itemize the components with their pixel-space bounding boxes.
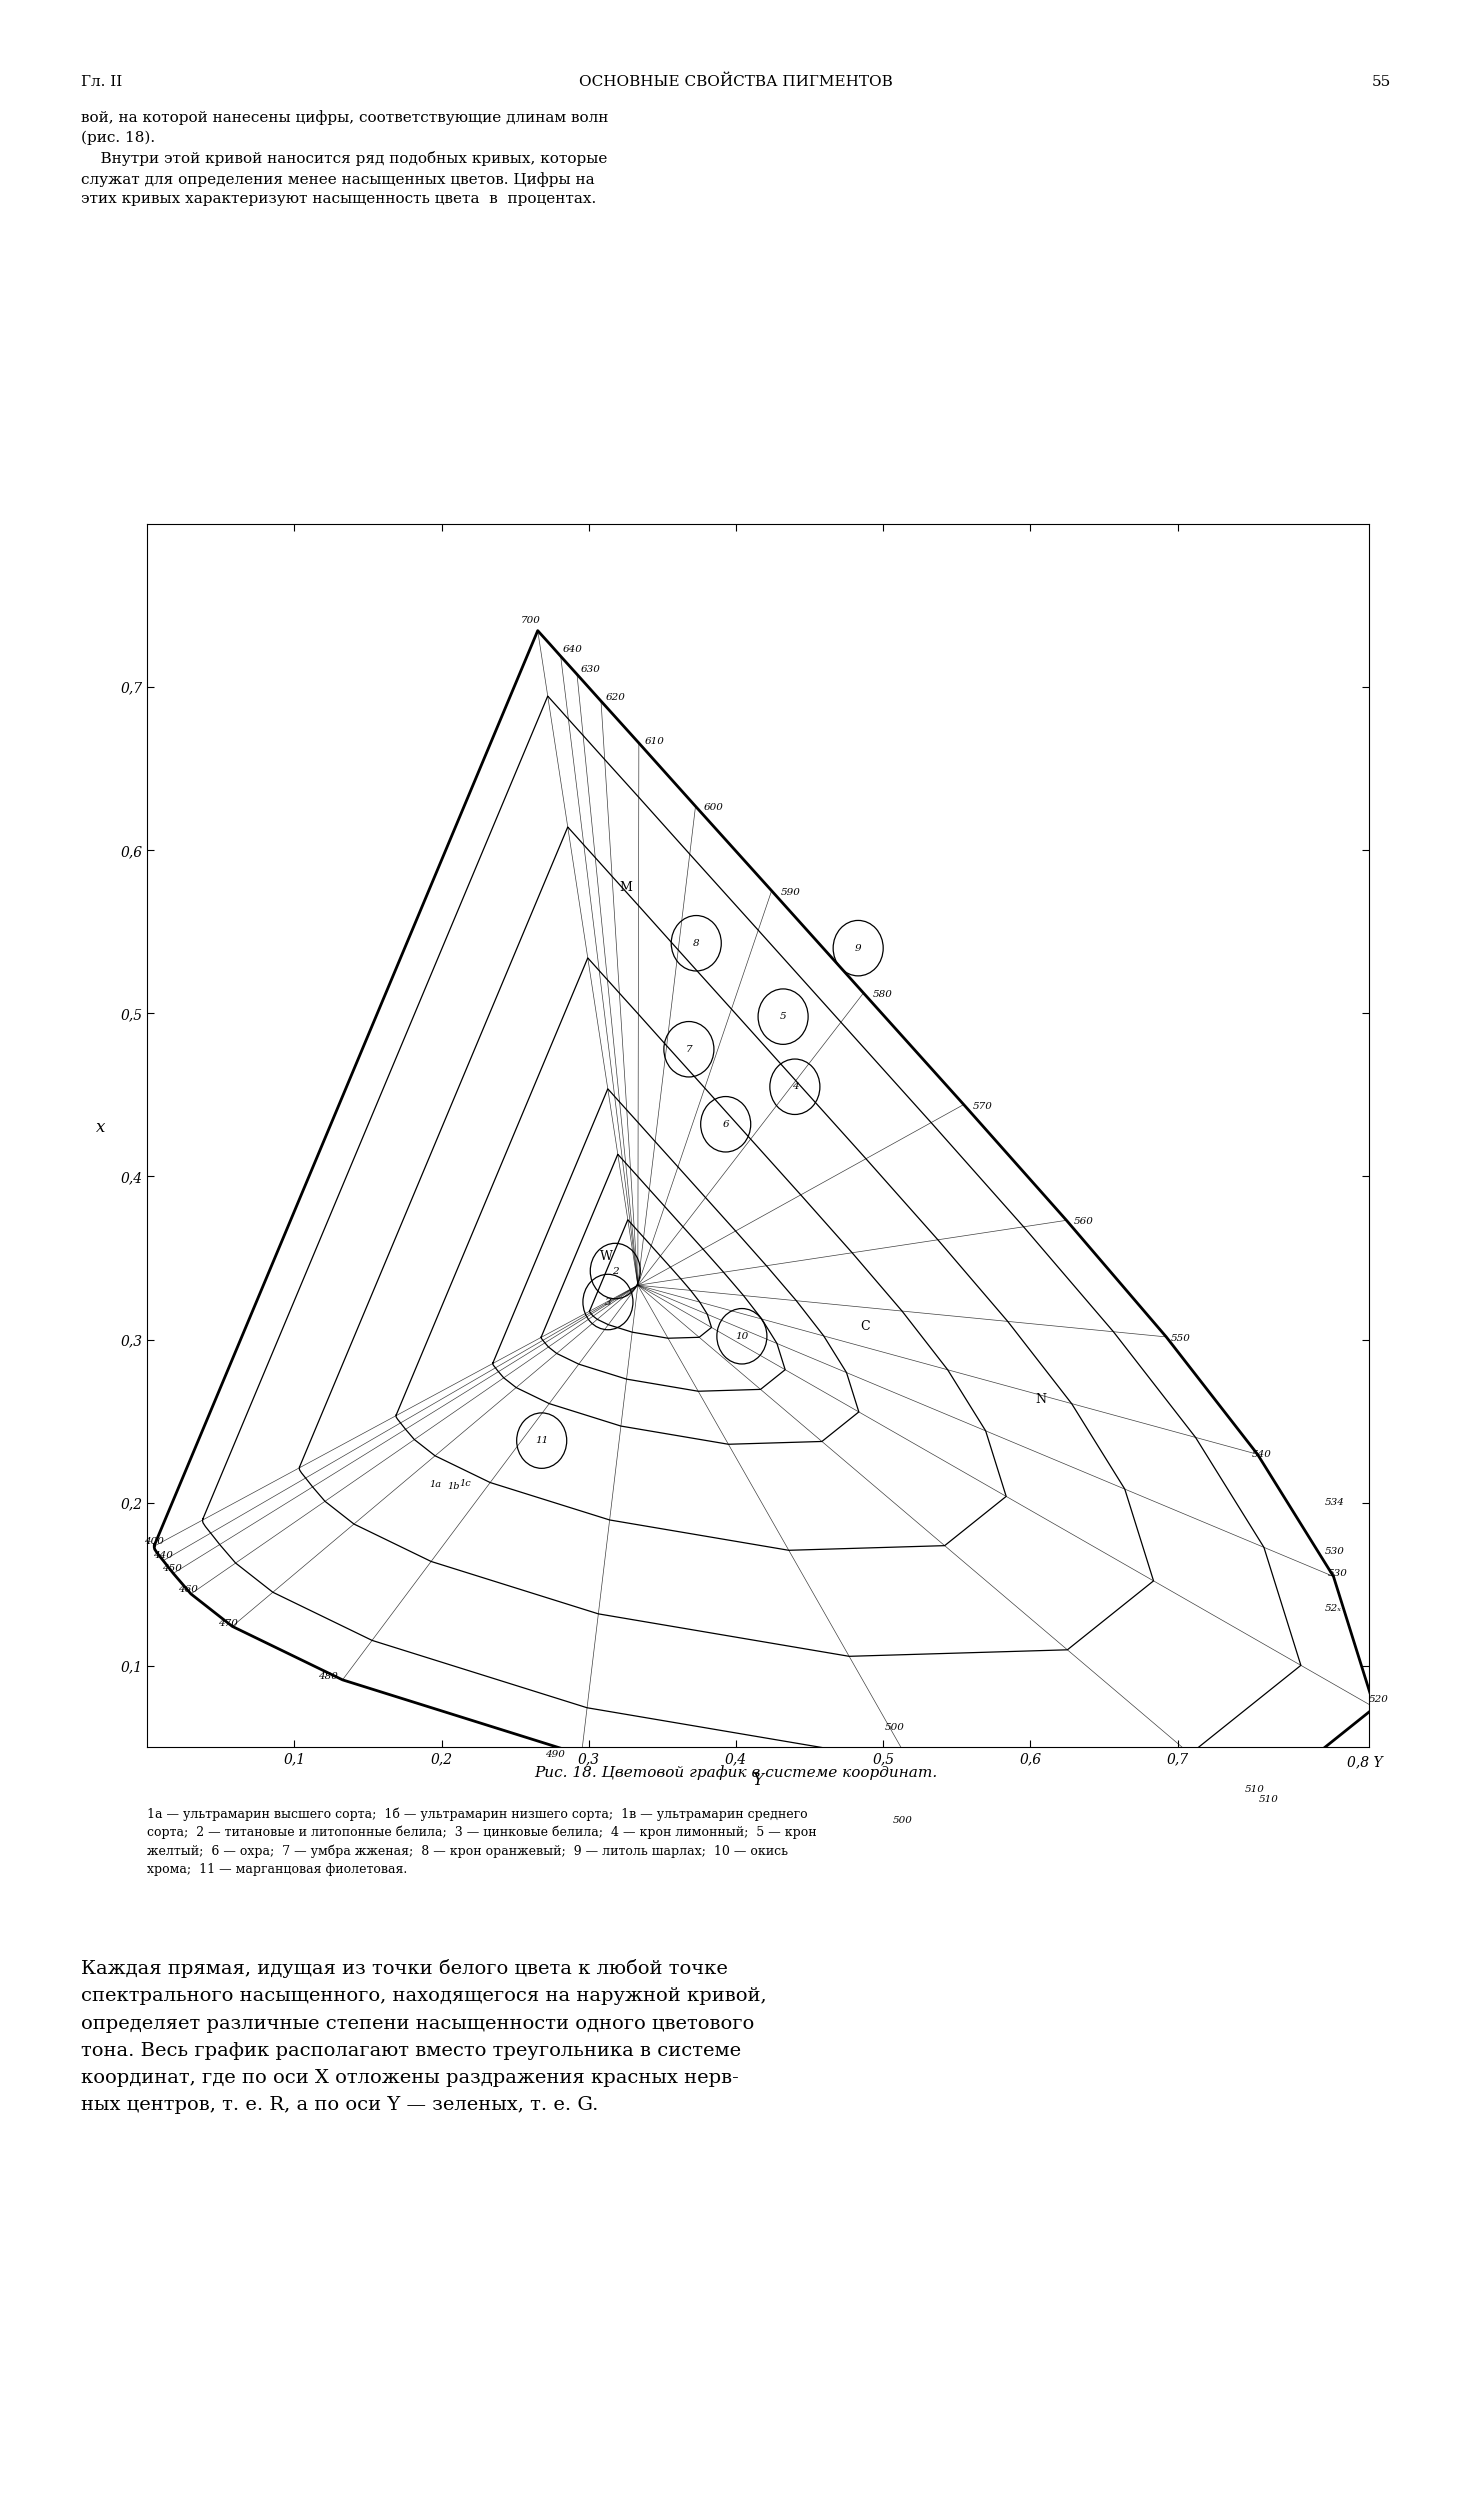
- Text: 7: 7: [686, 1046, 692, 1053]
- Text: 530: 530: [1325, 1548, 1345, 1555]
- Text: 550: 550: [1172, 1333, 1191, 1343]
- Text: 10: 10: [735, 1333, 749, 1340]
- Text: 590: 590: [780, 889, 801, 896]
- Text: 0,8 Y: 0,8 Y: [1347, 1755, 1382, 1770]
- Text: 450: 450: [162, 1565, 181, 1572]
- Text: 55: 55: [1372, 75, 1391, 90]
- Text: 9: 9: [855, 943, 861, 953]
- Text: 510: 510: [1244, 1785, 1264, 1795]
- Text: 700: 700: [521, 617, 540, 626]
- Text: 520: 520: [1369, 1695, 1390, 1705]
- Text: 11: 11: [534, 1435, 549, 1445]
- Text: 620: 620: [606, 694, 626, 701]
- Text: 400: 400: [144, 1538, 165, 1545]
- Text: 500: 500: [885, 1722, 905, 1732]
- Text: 580: 580: [873, 991, 892, 998]
- Text: 440: 440: [153, 1550, 174, 1560]
- Text: 570: 570: [973, 1101, 992, 1111]
- Text: 4: 4: [792, 1083, 798, 1091]
- Text: 510: 510: [1259, 1795, 1279, 1805]
- Text: 1a: 1a: [430, 1480, 442, 1490]
- Text: 1b: 1b: [447, 1483, 459, 1490]
- Text: 3: 3: [605, 1298, 611, 1305]
- Text: Гл. II: Гл. II: [81, 75, 122, 90]
- Y-axis label: x: x: [96, 1118, 106, 1136]
- Text: 540: 540: [1253, 1450, 1272, 1458]
- Text: 460: 460: [178, 1585, 197, 1592]
- Text: 52ₓ: 52ₓ: [1325, 1605, 1341, 1612]
- Text: 470: 470: [218, 1617, 238, 1627]
- Text: 600: 600: [704, 804, 723, 811]
- Text: 534: 534: [1325, 1498, 1345, 1508]
- Text: 5: 5: [780, 1013, 786, 1021]
- Text: 2: 2: [612, 1265, 618, 1275]
- Text: 1а — ультрамарин высшего сорта;  1б — ультрамарин низшего сорта;  1в — ультрамар: 1а — ультрамарин высшего сорта; 1б — уль…: [147, 1807, 817, 1877]
- Text: 500: 500: [894, 1815, 913, 1825]
- Text: 8: 8: [693, 938, 699, 948]
- Text: C: C: [861, 1320, 870, 1333]
- Text: 1c: 1c: [459, 1478, 471, 1488]
- Text: N: N: [1035, 1393, 1047, 1405]
- Text: ОСНОВНЫЕ СВОЙСТВА ПИГМЕНТОВ: ОСНОВНЫЕ СВОЙСТВА ПИГМЕНТОВ: [578, 75, 894, 90]
- Text: вой, на которой нанесены цифры, соответствующие длинам волн
(рис. 18).
    Внутр: вой, на которой нанесены цифры, соответс…: [81, 110, 608, 207]
- Text: 480: 480: [318, 1672, 337, 1682]
- Text: 630: 630: [580, 664, 601, 674]
- Text: 490: 490: [545, 1750, 565, 1760]
- Text: M: M: [620, 881, 631, 894]
- Text: 640: 640: [562, 646, 583, 654]
- Text: W: W: [601, 1250, 612, 1263]
- Text: 6: 6: [723, 1121, 729, 1128]
- Text: 610: 610: [645, 736, 665, 746]
- Text: 530: 530: [1328, 1567, 1348, 1577]
- Text: 560: 560: [1075, 1218, 1094, 1226]
- X-axis label: Y: Y: [752, 1772, 764, 1790]
- Text: Рис. 18. Цветовой график в системе координат.: Рис. 18. Цветовой график в системе коорд…: [534, 1765, 938, 1780]
- Text: Каждая прямая, идущая из точки белого цвета к любой точке
спектрального насыщенн: Каждая прямая, идущая из точки белого цв…: [81, 1959, 767, 2114]
